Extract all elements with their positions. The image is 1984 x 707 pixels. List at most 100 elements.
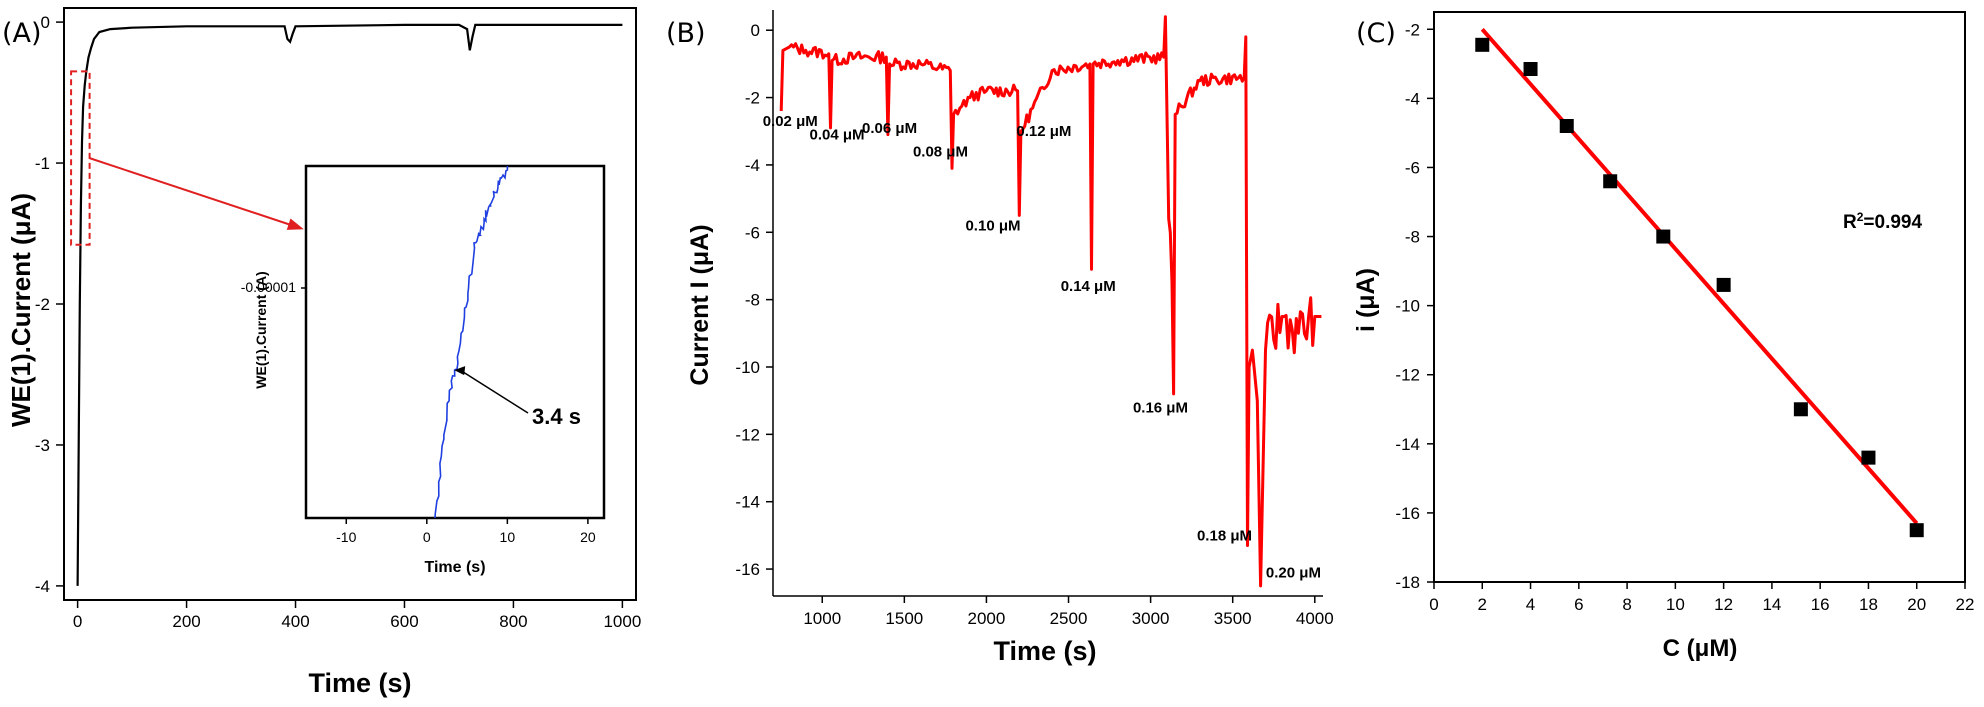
inset-x-ticks: -10 0 10 20: [336, 518, 596, 545]
concentration-label: 0.16 μM: [1133, 399, 1188, 416]
x-tick-label: 10: [1666, 595, 1685, 614]
y-tick-label: -2: [745, 89, 760, 108]
panel-b-x-ticks: 1000 1500 2000 2500 3000 3500 4000: [803, 596, 1334, 628]
concentration-label: 0.02 μM: [763, 113, 818, 130]
data-point: [1523, 62, 1538, 76]
x-tick-label: 2: [1478, 595, 1487, 614]
concentration-label: 0.06 μM: [862, 120, 917, 137]
zoom-arrowhead: [286, 218, 304, 230]
x-tick-label: 22: [1956, 595, 1975, 614]
panel-b-x-label: Time (s): [993, 636, 1096, 666]
x-tick-label: 4000: [1296, 609, 1334, 628]
panel-c-y-label: i (μA): [1352, 268, 1380, 332]
panel-c-frame: [1433, 11, 1966, 583]
data-point: [1475, 37, 1490, 52]
panel-a: (A) 0 200 400 600 800 1000 0-1-2-3-4 Time (s)…: [2, 7, 641, 698]
concentration-label: 0.04 μM: [810, 127, 865, 144]
y-tick-label: -10: [1395, 297, 1420, 316]
concentration-label: 0.12 μM: [1016, 123, 1071, 140]
y-tick-label: -3: [35, 436, 50, 455]
data-point: [1559, 119, 1574, 133]
y-tick-label: -16: [1395, 504, 1420, 523]
y-tick-label: 0: [41, 13, 50, 32]
x-tick-label: 18: [1859, 595, 1878, 614]
panel-c-points: [1475, 37, 1924, 538]
panel-c-label: (C): [1356, 18, 1396, 49]
inset-annotation-label: 3.4 s: [532, 404, 581, 429]
data-point: [1656, 229, 1671, 244]
panel-b-annotations: 0.02 μM0.04 μM0.06 μM 0.08 μM 0.10 μM 0.12 …: [763, 113, 1321, 581]
x-tick-label: 0: [1429, 595, 1438, 614]
panel-c-y-ticks: -2 -4 -6 -8 -10 -12 -14 -16 -18: [1395, 20, 1434, 592]
panel-c-x-label: C (μM): [1663, 635, 1738, 662]
panel-a-x-label: Time (s): [308, 668, 411, 698]
inset-x-tick-label: -10: [336, 529, 356, 545]
x-tick-label: 1000: [803, 609, 841, 628]
panel-a-y-label: WE(1).Current (μA): [6, 193, 36, 427]
y-tick-label: 0: [751, 21, 760, 40]
panel-a-series-line: [76, 23, 623, 586]
x-tick-label: 6: [1574, 595, 1583, 614]
inset-frame: [304, 164, 606, 520]
concentration-label: 0.08 μM: [913, 143, 968, 160]
fit-line: [1480, 27, 1919, 525]
y-tick-label: -16: [735, 560, 760, 579]
concentration-label: 0.14 μM: [1061, 278, 1116, 295]
data-point: [1603, 174, 1618, 189]
panel-b-y-ticks: 0 -2 -4 -6 -8 -10 -12 -14 -16: [735, 21, 773, 579]
x-tick-label: 1500: [885, 609, 923, 628]
highlight-box: [70, 70, 91, 246]
panel-a-label: (A): [2, 18, 42, 49]
x-tick-label: 12: [1714, 595, 1733, 614]
x-tick-label: 8: [1622, 595, 1631, 614]
r-squared-label: R2=0.994: [1843, 210, 1922, 233]
x-tick-label: 2500: [1050, 609, 1088, 628]
x-tick-label: 14: [1762, 595, 1781, 614]
y-tick-label: -8: [1405, 228, 1420, 247]
y-tick-label: -6: [745, 223, 760, 242]
panel-b-label: (B): [666, 18, 706, 49]
inset-x-tick-label: 20: [580, 529, 596, 545]
r-squared-prefix: R: [1843, 212, 1857, 233]
inset-y-label: WE(1).Current (A): [253, 271, 269, 388]
inset-y-tick-label: -0.00001: [241, 279, 296, 295]
x-tick-label: 4: [1526, 595, 1535, 614]
concentration-label: 0.18 μM: [1197, 527, 1252, 544]
x-tick-label: 3500: [1214, 609, 1252, 628]
x-tick-label: 400: [281, 612, 309, 631]
y-tick-label: -1: [35, 154, 50, 173]
y-tick-label: -4: [35, 577, 50, 596]
x-tick-label: 20: [1907, 595, 1926, 614]
x-tick-label: 200: [172, 612, 200, 631]
data-point: [1909, 523, 1924, 538]
y-tick-label: -2: [1405, 20, 1420, 39]
inset-plot: -10 0 10 20 -0.00001 3.4 s Time (s) WE(1).C…: [241, 164, 606, 576]
inset-series-line: [434, 166, 509, 519]
inset-x-tick-label: 10: [500, 529, 516, 545]
y-tick-label: -12: [735, 425, 760, 444]
panel-c: (C) 0 2 4 6 8 10 12 14 16 18 20 22 -2 -4 -6 -8 -10 -12 -1…: [1352, 11, 1974, 662]
y-tick-label: -12: [1395, 366, 1420, 385]
panel-b: (B) 1000 1500 2000 2500 3000 3500 4000 0 -2 -4 -6…: [666, 10, 1334, 666]
y-tick-label: -8: [745, 291, 760, 310]
x-tick-label: 0: [73, 612, 82, 631]
x-tick-label: 2000: [968, 609, 1006, 628]
data-point: [1716, 277, 1731, 292]
data-point: [1793, 402, 1808, 417]
concentration-label: 0.10 μM: [965, 218, 1020, 235]
panel-b-y-label: Current I (μA): [686, 224, 714, 385]
panel-a-y-ticks: 0 -1 -2 -3 -4: [35, 13, 64, 596]
y-tick-label: -4: [1405, 89, 1420, 108]
y-tick-label: -18: [1395, 573, 1420, 592]
y-tick-label: -14: [1395, 435, 1420, 454]
y-tick-label: -10: [735, 358, 760, 377]
concentration-label: 0.20 μM: [1266, 564, 1321, 581]
x-tick-label: 800: [499, 612, 527, 631]
zoom-arrow: [89, 157, 301, 229]
x-tick-label: 16: [1811, 595, 1830, 614]
panel-c-x-ticks: 0 2 4 6 8 10 12 14 16 18 20 22: [1429, 582, 1974, 614]
y-tick-label: -6: [1405, 158, 1420, 177]
x-tick-label: 600: [390, 612, 418, 631]
r-squared-sup: 2: [1857, 210, 1864, 224]
